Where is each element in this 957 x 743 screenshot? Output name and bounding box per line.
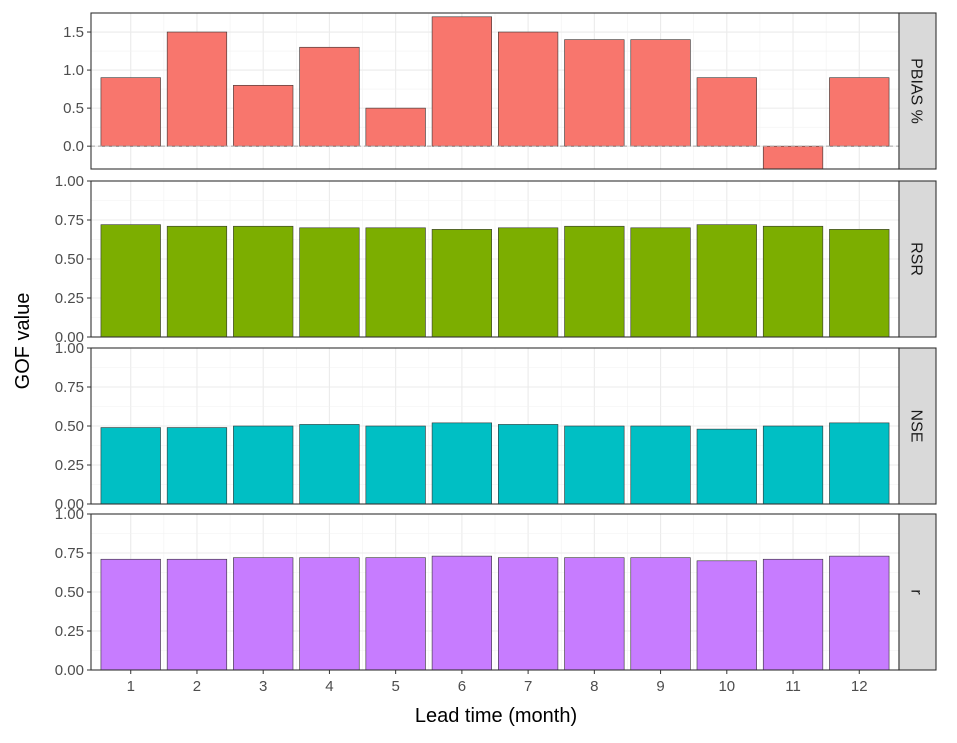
facet-panel: 0.0 0.5 1.0 1.5 PBIAS % — [63, 12, 937, 170]
x-tick-label: 12 — [851, 678, 868, 695]
bar — [696, 560, 757, 671]
bar — [564, 425, 625, 505]
bar — [431, 422, 492, 505]
bar — [100, 224, 161, 338]
bar — [233, 84, 294, 147]
bar — [365, 425, 426, 505]
facet-panels: 0.0 0.5 1.0 1.5 PBIAS % 0.00 0.25 0.50 0.75 1.00 R… — [55, 12, 937, 679]
bar — [696, 428, 757, 505]
y-tick-label: 0.25 — [55, 457, 84, 474]
bar — [564, 225, 625, 338]
y-tick-label: 0.00 — [55, 329, 84, 346]
y-tick-label: 0.50 — [55, 584, 84, 601]
y-tick-label: 0.75 — [55, 545, 84, 562]
y-tick-label: 0.0 — [63, 138, 84, 155]
bar — [498, 424, 559, 505]
bar — [299, 46, 360, 147]
x-axis-title: Lead time (month) — [415, 705, 577, 727]
y-tick-label: 0.00 — [55, 496, 84, 513]
x-tick-label: 2 — [193, 678, 201, 695]
bar — [498, 557, 559, 671]
bar — [829, 555, 890, 671]
bar — [762, 558, 824, 671]
x-tick-label: 9 — [656, 678, 664, 695]
facet-strip — [898, 12, 937, 170]
bar — [166, 225, 228, 338]
facet-strip-label: RSR — [908, 242, 925, 276]
facet-panel: 0.00 0.25 0.50 0.75 1.00 RSR — [55, 173, 937, 346]
bar — [829, 229, 890, 338]
bar — [365, 227, 426, 338]
y-tick-label: 1.0 — [63, 62, 84, 79]
x-tick-label: 11 — [785, 678, 801, 695]
bar — [696, 77, 757, 147]
y-tick-label: 0.25 — [55, 623, 84, 640]
bar — [829, 422, 890, 505]
facet-panel: 0.00 0.25 0.50 0.75 1.00 NSE — [55, 340, 937, 513]
bar — [498, 227, 559, 338]
y-tick-label: 0.75 — [55, 212, 84, 229]
bar — [166, 31, 228, 147]
x-tick-label: 1 — [127, 678, 135, 695]
y-tick-label: 0.50 — [55, 251, 84, 268]
bar — [431, 16, 492, 147]
x-tick-label: 5 — [391, 678, 399, 695]
y-tick-label: 0.50 — [55, 418, 84, 435]
bar — [233, 425, 294, 505]
bar — [100, 77, 161, 147]
x-tick-label: 4 — [325, 678, 333, 695]
y-tick-label: 1.00 — [55, 173, 84, 190]
facet-strip-label: NSE — [908, 410, 925, 443]
x-tick-label: 3 — [259, 678, 267, 695]
bar — [100, 558, 161, 671]
facet-strip — [898, 347, 937, 505]
y-tick-label: 0.75 — [55, 379, 84, 396]
bar — [431, 229, 492, 338]
bar — [762, 425, 824, 505]
bar — [431, 555, 492, 671]
bar — [829, 77, 890, 147]
bar — [365, 107, 426, 147]
bar — [166, 427, 228, 505]
facet-strip-label: PBIAS % — [908, 58, 925, 124]
x-tick-label: 10 — [718, 678, 735, 695]
bar — [100, 427, 161, 505]
facet-strip — [898, 180, 937, 338]
y-tick-label: 0.5 — [63, 100, 84, 117]
y-tick-label: 1.00 — [55, 506, 84, 523]
bar — [498, 31, 559, 147]
x-axis: 1 2 3 4 5 6 7 8 9 10 11 12 — [127, 670, 868, 695]
bar — [166, 558, 228, 671]
bar — [696, 224, 757, 338]
bar — [299, 557, 360, 671]
y-tick-label: 1.00 — [55, 340, 84, 357]
bar — [233, 557, 294, 671]
bar — [630, 425, 691, 505]
bar — [233, 225, 294, 338]
facet-strip — [898, 513, 937, 671]
bar — [365, 557, 426, 671]
x-tick-label: 7 — [524, 678, 532, 695]
bar — [299, 227, 360, 338]
facet-strip-label: r — [908, 589, 925, 595]
y-tick-label: 0.00 — [55, 662, 84, 679]
x-tick-label: 6 — [458, 678, 466, 695]
bar — [299, 424, 360, 505]
bar — [564, 557, 625, 671]
bar — [762, 225, 824, 338]
bar — [762, 145, 824, 170]
y-axis-title: GOF value — [12, 293, 34, 390]
y-tick-label: 0.25 — [55, 290, 84, 307]
bar — [564, 39, 625, 147]
bar — [630, 227, 691, 338]
x-tick-label: 8 — [590, 678, 598, 695]
facet-panel: 0.00 0.25 0.50 0.75 1.00 r — [55, 506, 937, 679]
y-tick-label: 1.5 — [63, 24, 84, 41]
bar — [630, 557, 691, 671]
bar — [630, 39, 691, 147]
